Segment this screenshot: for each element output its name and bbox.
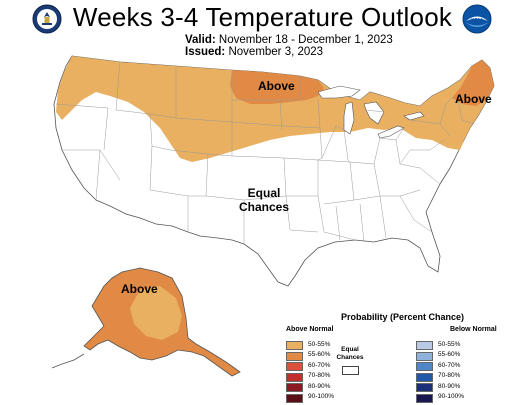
alaska-above-50-55: [130, 286, 182, 340]
label-above-northeast: Above: [455, 92, 492, 106]
legend-below-label: 70-80%: [438, 372, 461, 379]
legend-above-label: 90-100%: [308, 393, 335, 400]
legend-below-swatch: [416, 362, 433, 371]
label-above-alaska: Above: [121, 282, 158, 296]
legend-above-swatch: [286, 362, 303, 371]
valid-dates: Valid: November 18 - December 1, 2023: [185, 34, 393, 46]
issued-date: Issued: November 3, 2023: [185, 46, 323, 58]
page-title: Weeks 3-4 Temperature Outlook: [72, 2, 453, 32]
state-borders: [55, 61, 475, 244]
lake-michigan: [343, 101, 355, 135]
legend-above-label: 55-60%: [308, 351, 331, 358]
legend-equal-line1: Equal: [341, 346, 359, 353]
noaa-logo-icon: NOAA: [462, 4, 492, 34]
legend-above-swatch: [286, 393, 303, 403]
legend-above-header: Above Normal: [286, 326, 334, 333]
legend-above-swatch: [286, 383, 303, 392]
legend-below-swatch: [416, 383, 433, 392]
equal-chances-line1: Equal: [247, 186, 281, 200]
legend-below-header: Below Normal: [450, 326, 497, 333]
legend-below-label: 55-60%: [438, 351, 461, 358]
above-50-55-northern-band: [56, 56, 494, 162]
legend-below-label: 80-90%: [438, 382, 461, 390]
legend-above-label: 50-55%: [308, 340, 331, 348]
legend-above-swatch: [286, 341, 303, 350]
issued-label: Issued:: [185, 46, 226, 58]
issued-value: November 3, 2023: [228, 46, 324, 58]
legend-title: Probability (Percent Chance): [340, 312, 465, 322]
legend-equal-swatch: [342, 366, 359, 375]
svg-text:NOAA: NOAA: [471, 18, 483, 23]
equal-chances-line2: Chances: [238, 200, 290, 214]
legend-equal-line2: Chances: [336, 354, 364, 361]
valid-label: Valid:: [185, 34, 216, 46]
lake-erie: [377, 125, 405, 139]
legend-above-swatch: [286, 372, 303, 382]
legend-above-label: 70-80%: [308, 372, 331, 379]
label-above-north-central: Above: [258, 79, 295, 93]
above-55-60-north-central: [230, 70, 324, 104]
legend-below-swatch: [416, 351, 433, 361]
legend-above-swatch: [286, 351, 303, 361]
legend-equal-chances: Equal Chances: [335, 346, 365, 362]
legend-below-label: 90-100%: [438, 393, 465, 400]
valid-value: November 18 - December 1, 2023: [218, 34, 393, 46]
legend-above-label: 80-90%: [308, 382, 331, 390]
legend-below-label: 60-70%: [438, 361, 461, 369]
label-equal-chances: Equal Chances: [230, 186, 298, 214]
lake-ontario: [403, 111, 425, 121]
legend-below-swatch: [416, 372, 433, 382]
commerce-seal-icon: [32, 4, 62, 34]
lake-superior: [317, 85, 361, 99]
legend-below-swatch: [416, 341, 433, 350]
above-55-60-northeast: [452, 60, 494, 106]
legend-below-swatch: [416, 393, 433, 403]
legend: Probability (Percent Chance) Above Norma…: [280, 312, 520, 403]
legend-below-label: 50-55%: [438, 340, 461, 348]
legend-above-label: 60-70%: [308, 361, 331, 369]
aleutian-islands: [51, 353, 85, 369]
